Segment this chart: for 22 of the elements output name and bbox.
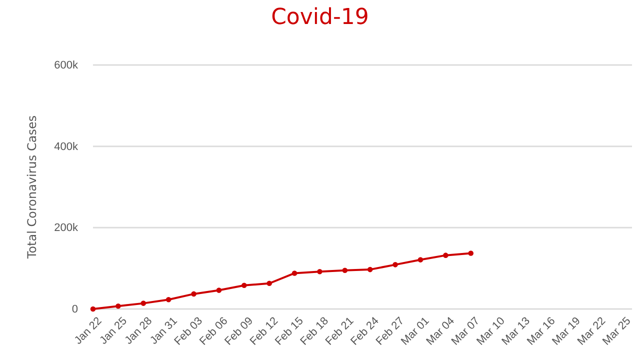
y-axis-title: Total Coronavirus Cases (25, 115, 39, 260)
point (418, 257, 424, 262)
point (266, 280, 272, 286)
point (241, 282, 247, 288)
point (90, 306, 96, 312)
y-tick-label: 400k (54, 140, 78, 153)
point (342, 268, 348, 274)
point (116, 304, 121, 309)
point (443, 252, 448, 258)
y-tick-label: 200k (54, 222, 78, 234)
point (317, 268, 322, 274)
point (166, 297, 172, 302)
point (392, 262, 398, 268)
point (468, 250, 474, 256)
y-tick-label: 0 (72, 304, 78, 316)
point (367, 266, 373, 272)
chart-title: Covid-19 (271, 5, 369, 30)
point (140, 300, 146, 306)
point (191, 291, 196, 297)
y-tick-label: 600k (54, 60, 78, 72)
point (292, 270, 298, 276)
point (216, 288, 222, 293)
